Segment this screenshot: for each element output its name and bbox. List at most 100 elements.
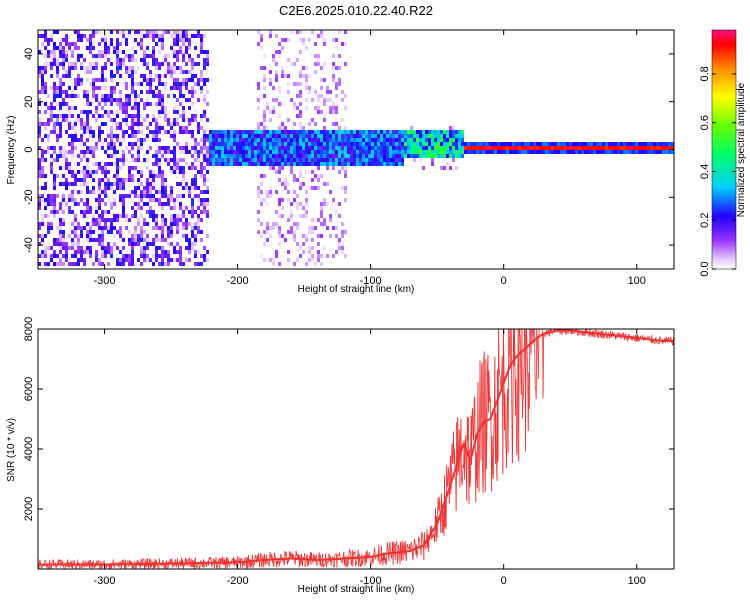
snr-noise-segment bbox=[308, 556, 310, 565]
spectrogram-cell bbox=[200, 146, 203, 150]
spectrogram-cell bbox=[443, 138, 446, 142]
spectrogram-cell bbox=[89, 238, 92, 242]
spectrogram-cell bbox=[155, 34, 158, 38]
snr-noise-segment bbox=[65, 561, 68, 568]
spectrogram-cell bbox=[224, 138, 227, 142]
spectrogram-cell bbox=[278, 130, 281, 134]
spectrogram-cell bbox=[77, 242, 80, 246]
snr-noise-segment bbox=[396, 541, 398, 564]
spectrogram-cell bbox=[344, 138, 347, 142]
spectrogram-cell bbox=[98, 242, 101, 246]
spectrogram-cell bbox=[272, 142, 275, 146]
spectrogram-cell bbox=[284, 142, 287, 146]
snr-noise-segment bbox=[249, 559, 251, 563]
spectrogram-cell bbox=[605, 142, 608, 146]
spectrogram-cell bbox=[89, 126, 92, 130]
spectrogram-cell bbox=[305, 214, 308, 218]
spectrogram-cell bbox=[143, 74, 146, 78]
spectrogram-cell bbox=[92, 154, 95, 158]
spectrogram-cell bbox=[164, 150, 167, 154]
spectrogram-cell bbox=[197, 194, 200, 198]
spectrogram-cell bbox=[65, 70, 68, 74]
spectrogram-cell bbox=[188, 242, 191, 246]
spectrogram-cell bbox=[257, 218, 260, 222]
spectrogram-cell bbox=[311, 30, 314, 34]
spectrogram-cell bbox=[89, 230, 92, 234]
spectrogram-cell bbox=[395, 146, 398, 150]
spectrogram-cell bbox=[74, 82, 77, 86]
spectrogram-cell bbox=[284, 238, 287, 242]
spectrogram-cell bbox=[74, 174, 77, 178]
spectrogram-cell bbox=[320, 94, 323, 98]
spectrogram-cell bbox=[323, 218, 326, 222]
spectrogram-cell bbox=[344, 166, 347, 170]
spectrogram-cell bbox=[434, 154, 437, 158]
spectrogram-cell bbox=[356, 146, 359, 150]
spectrogram-cell bbox=[425, 130, 428, 134]
spectrogram-cell bbox=[119, 62, 122, 66]
spectrogram-cell bbox=[167, 94, 170, 98]
spectrogram-cell bbox=[191, 230, 194, 234]
spectrogram-cell bbox=[323, 102, 326, 106]
spectrogram-cell bbox=[158, 190, 161, 194]
snr-noise-segment bbox=[485, 430, 488, 470]
spectrogram-cell bbox=[158, 62, 161, 66]
spectrogram-cell bbox=[605, 146, 608, 150]
spectrogram-cell bbox=[410, 138, 413, 142]
spectrogram-cell bbox=[563, 142, 566, 146]
spectrogram-cell bbox=[149, 30, 152, 34]
spectrogram-cell bbox=[62, 242, 65, 246]
spectrogram-cell bbox=[137, 94, 140, 98]
snr-noise-segment bbox=[189, 564, 192, 568]
spectrogram-cell bbox=[92, 178, 95, 182]
spectrogram-cell bbox=[362, 158, 365, 162]
spectrogram-cell bbox=[203, 50, 206, 54]
spectrogram-cell bbox=[197, 142, 200, 146]
spectrogram-cell bbox=[41, 218, 44, 222]
spectrogram-cell bbox=[188, 210, 191, 214]
snr-noise-segment bbox=[405, 547, 408, 561]
snr-noise-segment bbox=[592, 332, 594, 337]
spectrogram-cell bbox=[134, 142, 137, 146]
spectrogram-cell bbox=[170, 70, 173, 74]
spectrogram-cell bbox=[275, 98, 278, 102]
spectrogram-cell bbox=[170, 46, 173, 50]
spectrogram-cell bbox=[83, 130, 86, 134]
spectrogram-cell bbox=[317, 146, 320, 150]
spectrogram-cell bbox=[101, 234, 104, 238]
snr-noise-segment bbox=[315, 554, 318, 566]
spectrogram-cell bbox=[371, 150, 374, 154]
spectrogram-cell bbox=[80, 54, 83, 58]
spectrogram-cell bbox=[509, 146, 512, 150]
spectrogram-cell bbox=[116, 178, 119, 182]
spectrogram-cell bbox=[218, 134, 221, 138]
spectrogram-cell bbox=[284, 146, 287, 150]
snr-noise-segment bbox=[280, 553, 282, 556]
spectrogram-cell bbox=[59, 238, 62, 242]
snr-noise-segment bbox=[348, 552, 350, 559]
snr-x-tick-label: -100 bbox=[360, 575, 382, 587]
spectrogram-cell bbox=[143, 158, 146, 162]
spectrogram-cell bbox=[62, 254, 65, 258]
colorbar-tick-label: 0.4 bbox=[699, 164, 711, 179]
spectrogram-cell bbox=[68, 106, 71, 110]
spectrogram-cell bbox=[203, 198, 206, 202]
spectrogram-cell bbox=[299, 246, 302, 250]
spectrogram-cell bbox=[152, 238, 155, 242]
spectrogram-cell bbox=[320, 162, 323, 166]
spectrogram-cell bbox=[50, 114, 53, 118]
spectrogram-cell bbox=[356, 134, 359, 138]
spectrogram-cell bbox=[347, 154, 350, 158]
spectrogram-cell bbox=[149, 54, 152, 58]
spectrogram-cell bbox=[197, 230, 200, 234]
spectrogram-cell bbox=[437, 134, 440, 138]
spectrogram-cell bbox=[416, 146, 419, 150]
spectrogram-cell bbox=[44, 90, 47, 94]
spectrogram-cell bbox=[335, 162, 338, 166]
spectrogram-cell bbox=[275, 170, 278, 174]
spectrogram-cell bbox=[131, 246, 134, 250]
spectrogram-cell bbox=[182, 50, 185, 54]
snr-noise-segment bbox=[342, 556, 344, 562]
spectrogram-cell bbox=[59, 202, 62, 206]
snr-noise-segment bbox=[658, 337, 661, 345]
